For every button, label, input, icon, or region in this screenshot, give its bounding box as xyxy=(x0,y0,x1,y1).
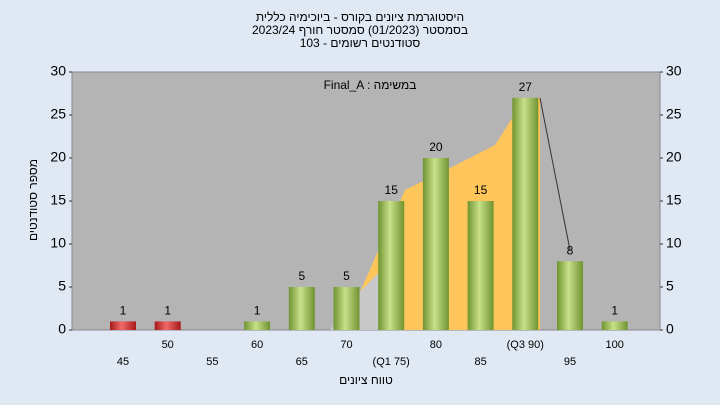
y-tick-label: 30 xyxy=(50,63,66,79)
value-label: 1 xyxy=(164,304,171,318)
trend-line xyxy=(539,97,571,251)
y-axis-label: מספר סטודנטים xyxy=(26,159,40,241)
x-axis-label: טווח ציונים xyxy=(339,373,393,387)
chart-title: היסטוגרמת ציונים בקורס - ביוכימיה כללית xyxy=(256,10,464,24)
y-tick-label: 5 xyxy=(58,278,66,294)
bar xyxy=(601,321,628,330)
x-tick-label: 60 xyxy=(251,339,263,351)
x-tick-label: 95 xyxy=(564,356,576,368)
bar xyxy=(333,287,360,330)
y-tick-label: 15 xyxy=(50,192,66,208)
chart-subtitle: סטודנטים רשומים - 103 xyxy=(300,36,421,50)
x-tick-label: 45 xyxy=(117,356,129,368)
y-tick-label: 25 xyxy=(50,106,66,122)
bar xyxy=(557,261,583,330)
y2-tick-label: 0 xyxy=(666,321,674,337)
bar xyxy=(467,201,494,330)
y2-tick-label: 10 xyxy=(666,235,682,251)
x-tick-label: 85 xyxy=(474,356,486,368)
y-tick-label: 20 xyxy=(50,149,66,165)
bar xyxy=(154,321,181,330)
y2-tick-label: 15 xyxy=(666,192,682,208)
value-label: 20 xyxy=(429,140,443,154)
y2-tick-label: 25 xyxy=(666,106,682,122)
x-tick-label: 70 xyxy=(340,339,352,351)
annotation: Final_A : במשימה xyxy=(324,78,417,92)
value-label: 27 xyxy=(519,80,533,94)
bar xyxy=(110,321,136,330)
x-tick-label: 80 xyxy=(430,339,442,351)
value-label: 8 xyxy=(567,243,574,257)
y2-tick-label: 30 xyxy=(666,63,682,79)
value-label: 1 xyxy=(611,304,618,318)
bar xyxy=(378,201,405,330)
value-label: 5 xyxy=(343,269,350,283)
x-tick-label: (Q1 75) xyxy=(373,356,410,368)
bar xyxy=(422,158,449,330)
value-label: 5 xyxy=(298,269,305,283)
y-tick-label: 0 xyxy=(58,321,66,337)
bar xyxy=(512,97,539,330)
x-tick-label: 50 xyxy=(162,339,174,351)
bar xyxy=(288,287,315,330)
value-label: 15 xyxy=(474,183,488,197)
x-tick-label: (Q3 90) xyxy=(507,339,544,351)
y2-tick-label: 5 xyxy=(666,278,674,294)
x-tick-label: 65 xyxy=(296,356,308,368)
distribution-area xyxy=(360,98,540,330)
x-tick-label: 55 xyxy=(206,356,218,368)
y-tick-label: 10 xyxy=(50,235,66,251)
value-label: 15 xyxy=(385,183,399,197)
chart-subtitle: בסמסטר (01/2023) סמסטר חורף 2023/24 xyxy=(252,23,468,37)
x-tick-label: 100 xyxy=(606,339,624,351)
value-label: 1 xyxy=(254,304,261,318)
y2-tick-label: 20 xyxy=(666,149,682,165)
bar xyxy=(244,321,271,330)
value-label: 1 xyxy=(120,304,127,318)
